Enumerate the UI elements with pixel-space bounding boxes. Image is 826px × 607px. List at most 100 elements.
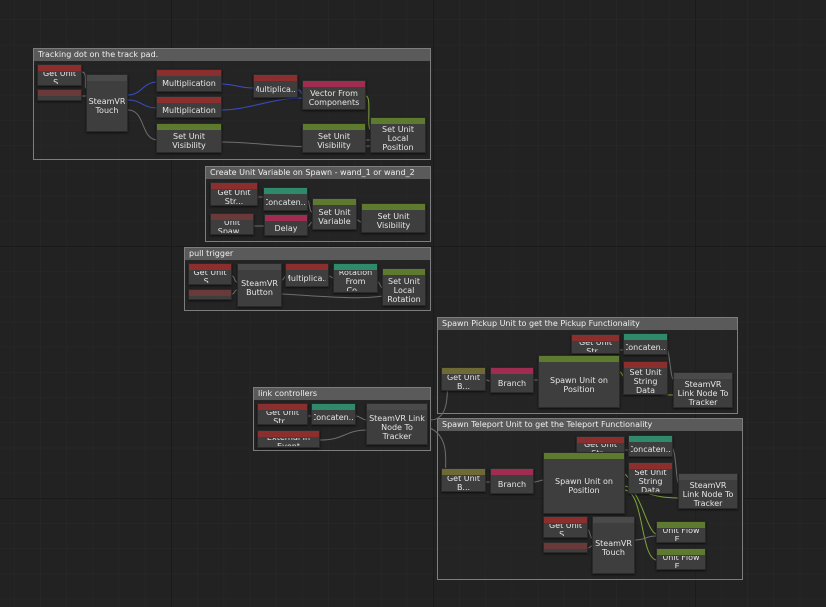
node-get-unit-bool[interactable]: Get Unit B... bbox=[441, 468, 486, 492]
node-get-unit-string-data[interactable]: Get Unit Str... bbox=[571, 334, 620, 354]
group-title[interactable]: Tracking dot on the track pad. bbox=[34, 49, 430, 61]
node-header bbox=[313, 199, 356, 205]
node-header bbox=[544, 453, 624, 459]
node-rotation-from-components[interactable]: Rotation From Co... bbox=[333, 263, 378, 293]
node-header bbox=[491, 469, 533, 475]
node-label: Branch bbox=[497, 378, 527, 388]
node-header bbox=[87, 75, 127, 81]
group-title[interactable]: link controllers bbox=[254, 388, 430, 400]
node-external-in-event[interactable]: External In Event bbox=[257, 430, 320, 448]
node-label: Set Unit Local Position bbox=[382, 125, 414, 151]
node-header bbox=[157, 70, 221, 76]
node-multiplication[interactable]: Multiplication bbox=[156, 96, 222, 118]
node-steamvr-touch[interactable]: SteamVR Touch bbox=[86, 74, 128, 132]
node-label bbox=[191, 297, 229, 298]
node-spawn-unit-on-position[interactable]: Spawn Unit on Position bbox=[543, 452, 625, 514]
node-set-unit-local-position[interactable]: Set Unit Local Position bbox=[370, 117, 426, 153]
node-concatenate[interactable]: Concaten... bbox=[628, 435, 673, 457]
node-header bbox=[674, 373, 732, 379]
node-label: Set Unit Variable bbox=[318, 208, 351, 226]
node-header bbox=[629, 436, 672, 442]
node-set-unit-string-data[interactable]: Set Unit String Data bbox=[623, 361, 668, 395]
group-title[interactable]: pull trigger bbox=[185, 248, 430, 260]
node-header bbox=[383, 269, 425, 275]
node-header bbox=[157, 97, 221, 103]
node-label: Unit Flow E... bbox=[662, 529, 700, 541]
node-label bbox=[546, 550, 585, 551]
node-header bbox=[189, 264, 231, 270]
node-header bbox=[362, 204, 425, 210]
node-label: Set Unit Local Rotation bbox=[387, 276, 421, 304]
node-header bbox=[258, 431, 319, 437]
node-get-unit-string-data[interactable]: Get Unit Str... bbox=[210, 182, 258, 206]
node-multiplication-short[interactable]: Multiplica... bbox=[285, 263, 329, 287]
node-header bbox=[189, 290, 231, 296]
node-unit-spawned-event[interactable]: Unit Spaw... bbox=[210, 213, 254, 235]
node-branch[interactable]: Branch bbox=[490, 367, 534, 393]
node-header bbox=[238, 264, 281, 270]
node-concatenate[interactable]: Concaten... bbox=[311, 403, 356, 425]
node-label: Get Unit S... bbox=[42, 72, 77, 84]
node-header bbox=[258, 404, 307, 410]
node-set-unit-variable[interactable]: Set Unit Variable bbox=[312, 198, 357, 230]
node-label: Get Unit Str... bbox=[217, 190, 251, 204]
node-header bbox=[264, 188, 307, 194]
node-multiplication[interactable]: Multiplication bbox=[156, 69, 222, 92]
node-steamvr-button[interactable]: SteamVR Button bbox=[237, 263, 282, 307]
node-get-unit-string-data[interactable]: Get Unit Str... bbox=[576, 436, 625, 456]
node-spawn-unit-on-position[interactable]: Spawn Unit on Position bbox=[538, 355, 620, 408]
node-set-unit-visibility[interactable]: Set Unit Visibility bbox=[302, 123, 366, 153]
node-set-unit-string-data[interactable]: Set Unit String Data bbox=[628, 462, 673, 494]
node-label: SteamVR Touch bbox=[89, 97, 125, 115]
node-label: Get Unit Str... bbox=[578, 342, 613, 352]
node-get-unit-string-data[interactable]: Get Unit S... bbox=[188, 263, 232, 285]
node-label: SteamVR Touch bbox=[595, 539, 632, 557]
node-multiplication-short[interactable]: Multiplica... bbox=[253, 74, 298, 98]
node-label: Multiplication bbox=[162, 79, 216, 88]
node-unit-input[interactable] bbox=[543, 542, 588, 553]
node-header bbox=[334, 264, 377, 270]
node-get-unit-bool[interactable]: Get Unit B... bbox=[441, 367, 486, 391]
node-label: SteamVR Link Node To Tracker bbox=[682, 481, 734, 507]
node-header bbox=[371, 118, 425, 124]
node-branch[interactable]: Branch bbox=[490, 468, 534, 494]
node-label: Get Unit Str... bbox=[583, 444, 618, 454]
node-header bbox=[157, 124, 221, 130]
node-concatenate[interactable]: Concaten... bbox=[623, 333, 668, 355]
node-set-unit-visibility[interactable]: Set Unit Visibility bbox=[156, 123, 222, 153]
node-get-unit-string-data[interactable]: Get Unit S... bbox=[543, 516, 588, 538]
node-concatenate[interactable]: Concaten... bbox=[263, 187, 308, 211]
node-steamvr-link-node-to-tracker[interactable]: SteamVR Link Node To Tracker bbox=[678, 473, 738, 509]
node-header bbox=[624, 334, 667, 340]
node-unit-input[interactable] bbox=[37, 89, 82, 101]
group-title[interactable]: Spawn Teleport Unit to get the Teleport … bbox=[438, 419, 742, 431]
node-unit-flow-event[interactable]: Unit Flow E... bbox=[656, 521, 706, 543]
node-steamvr-link-node-to-tracker[interactable]: SteamVR Link Node To Tracker bbox=[366, 403, 428, 445]
node-header bbox=[38, 90, 81, 96]
node-header bbox=[657, 522, 705, 528]
group-title[interactable]: Spawn Pickup Unit to get the Pickup Func… bbox=[438, 318, 737, 330]
node-delay[interactable]: Delay bbox=[264, 214, 308, 236]
node-vector-from-components[interactable]: Vector From Components bbox=[302, 80, 366, 110]
node-set-unit-local-rotation[interactable]: Set Unit Local Rotation bbox=[382, 268, 426, 306]
node-label: SteamVR Link Node To Tracker bbox=[369, 413, 425, 441]
node-label: Concaten... bbox=[631, 444, 670, 454]
group-title[interactable]: Create Unit Variable on Spawn - wand_1 o… bbox=[206, 167, 430, 179]
node-header bbox=[211, 183, 257, 189]
node-label: Get Unit S... bbox=[548, 524, 583, 536]
node-label: Set Unit Visibility bbox=[376, 212, 411, 230]
node-label: Delay bbox=[274, 223, 298, 233]
node-header bbox=[657, 549, 705, 555]
node-unit-flow-event[interactable]: Unit Flow E... bbox=[656, 548, 706, 570]
node-set-unit-visibility[interactable]: Set Unit Visibility bbox=[361, 203, 426, 233]
node-label: Set Unit String Data bbox=[634, 470, 667, 492]
node-steamvr-touch[interactable]: SteamVR Touch bbox=[592, 516, 635, 574]
node-label: Branch bbox=[497, 479, 527, 489]
node-unit-input[interactable] bbox=[188, 289, 232, 300]
node-label: Spawn Unit on Position bbox=[554, 477, 613, 495]
node-header bbox=[211, 214, 253, 220]
node-get-unit-string-data[interactable]: Get Unit S... bbox=[37, 64, 82, 86]
node-get-unit-string-data[interactable]: Get Unit Str... bbox=[257, 403, 308, 425]
node-steamvr-link-node-to-tracker[interactable]: SteamVR Link Node To Tracker bbox=[673, 372, 733, 408]
